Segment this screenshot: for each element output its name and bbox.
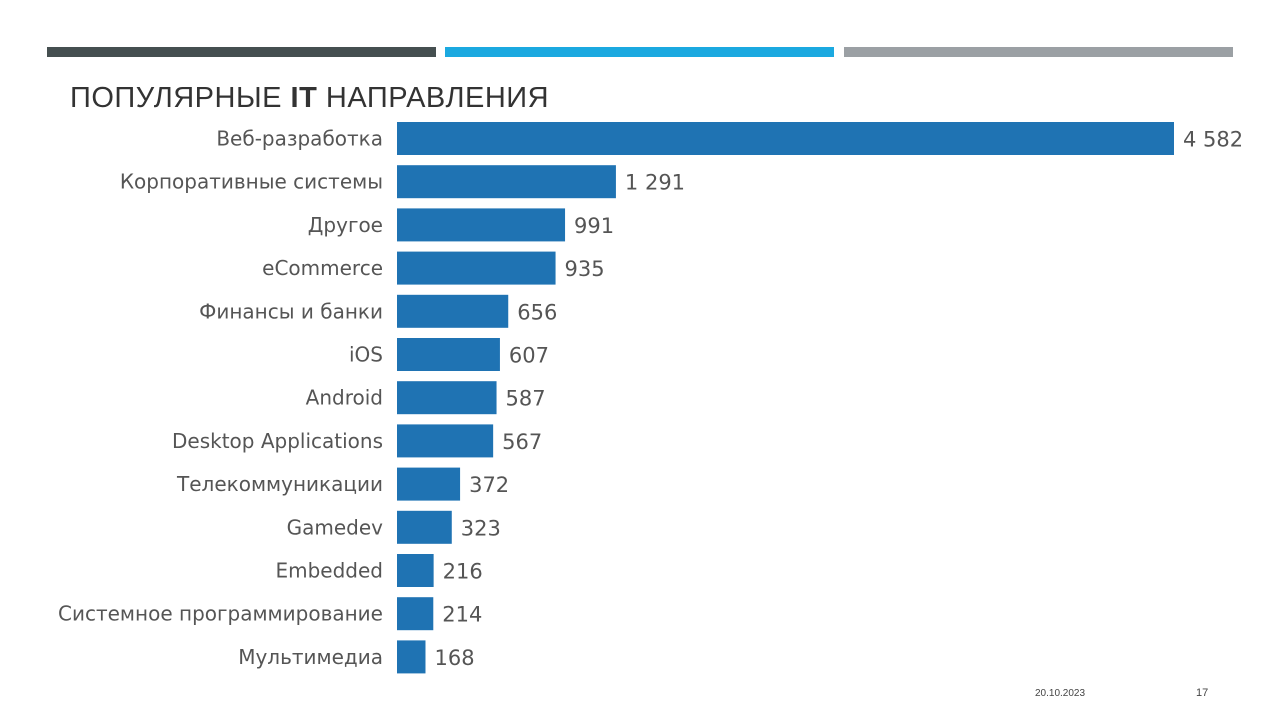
category-label-8: Телекоммуникации [176,472,383,496]
value-label-8: 372 [469,473,509,497]
value-label-4: 656 [517,300,557,324]
category-label-1: Корпоративные системы [120,170,383,194]
value-label-9: 323 [461,516,501,540]
bar-12 [397,640,426,674]
page-number: 17 [1196,687,1209,699]
bar-0 [397,122,1174,155]
bar-8 [397,467,461,501]
value-label-6: 587 [506,387,546,411]
category-label-3: eCommerce [262,256,383,280]
category-label-9: Gamedev [287,515,384,539]
bar-1 [397,165,616,199]
bar-9 [397,510,452,544]
value-label-3: 935 [565,257,605,281]
category-label-2: Другое [308,213,383,237]
footer-date: 20.10.2023 [1035,688,1086,699]
value-label-2: 991 [574,214,614,238]
value-label-1: 1 291 [625,171,685,195]
category-label-5: iOS [349,343,383,367]
bar-5 [397,338,500,371]
category-label-4: Финансы и банки [199,299,383,323]
category-label-0: Веб-разработка [216,127,383,151]
bar-10 [397,554,434,587]
category-label-10: Embedded [275,559,383,583]
bar-7 [397,424,494,458]
bar-2 [397,208,566,242]
category-label-6: Android [306,386,383,410]
title-part1: ПОПУЛЯРНЫЕ [70,82,291,114]
title-bold: IT [290,82,318,114]
bar-3 [397,251,556,285]
page-title: ПОПУЛЯРНЫЕ IT НАПРАВЛЕНИЯ [70,82,549,115]
bar-6 [397,381,497,415]
value-label-7: 567 [502,430,542,454]
title-part2: НАПРАВЛЕНИЯ [317,82,550,114]
category-label-11: Системное программирование [58,602,383,626]
category-label-7: Desktop Applications [172,429,383,453]
value-label-11: 214 [442,603,482,627]
bar-4 [397,294,509,328]
header-bar-gray [844,47,1233,57]
value-label-0: 4 582 [1183,128,1243,152]
header-bar-blue [445,47,834,57]
value-label-5: 607 [509,344,549,368]
header-bar-dark [47,47,436,57]
value-label-12: 168 [434,646,474,670]
bar-11 [397,597,434,631]
value-label-10: 216 [443,560,483,584]
category-label-12: Мультимедиа [238,645,383,669]
